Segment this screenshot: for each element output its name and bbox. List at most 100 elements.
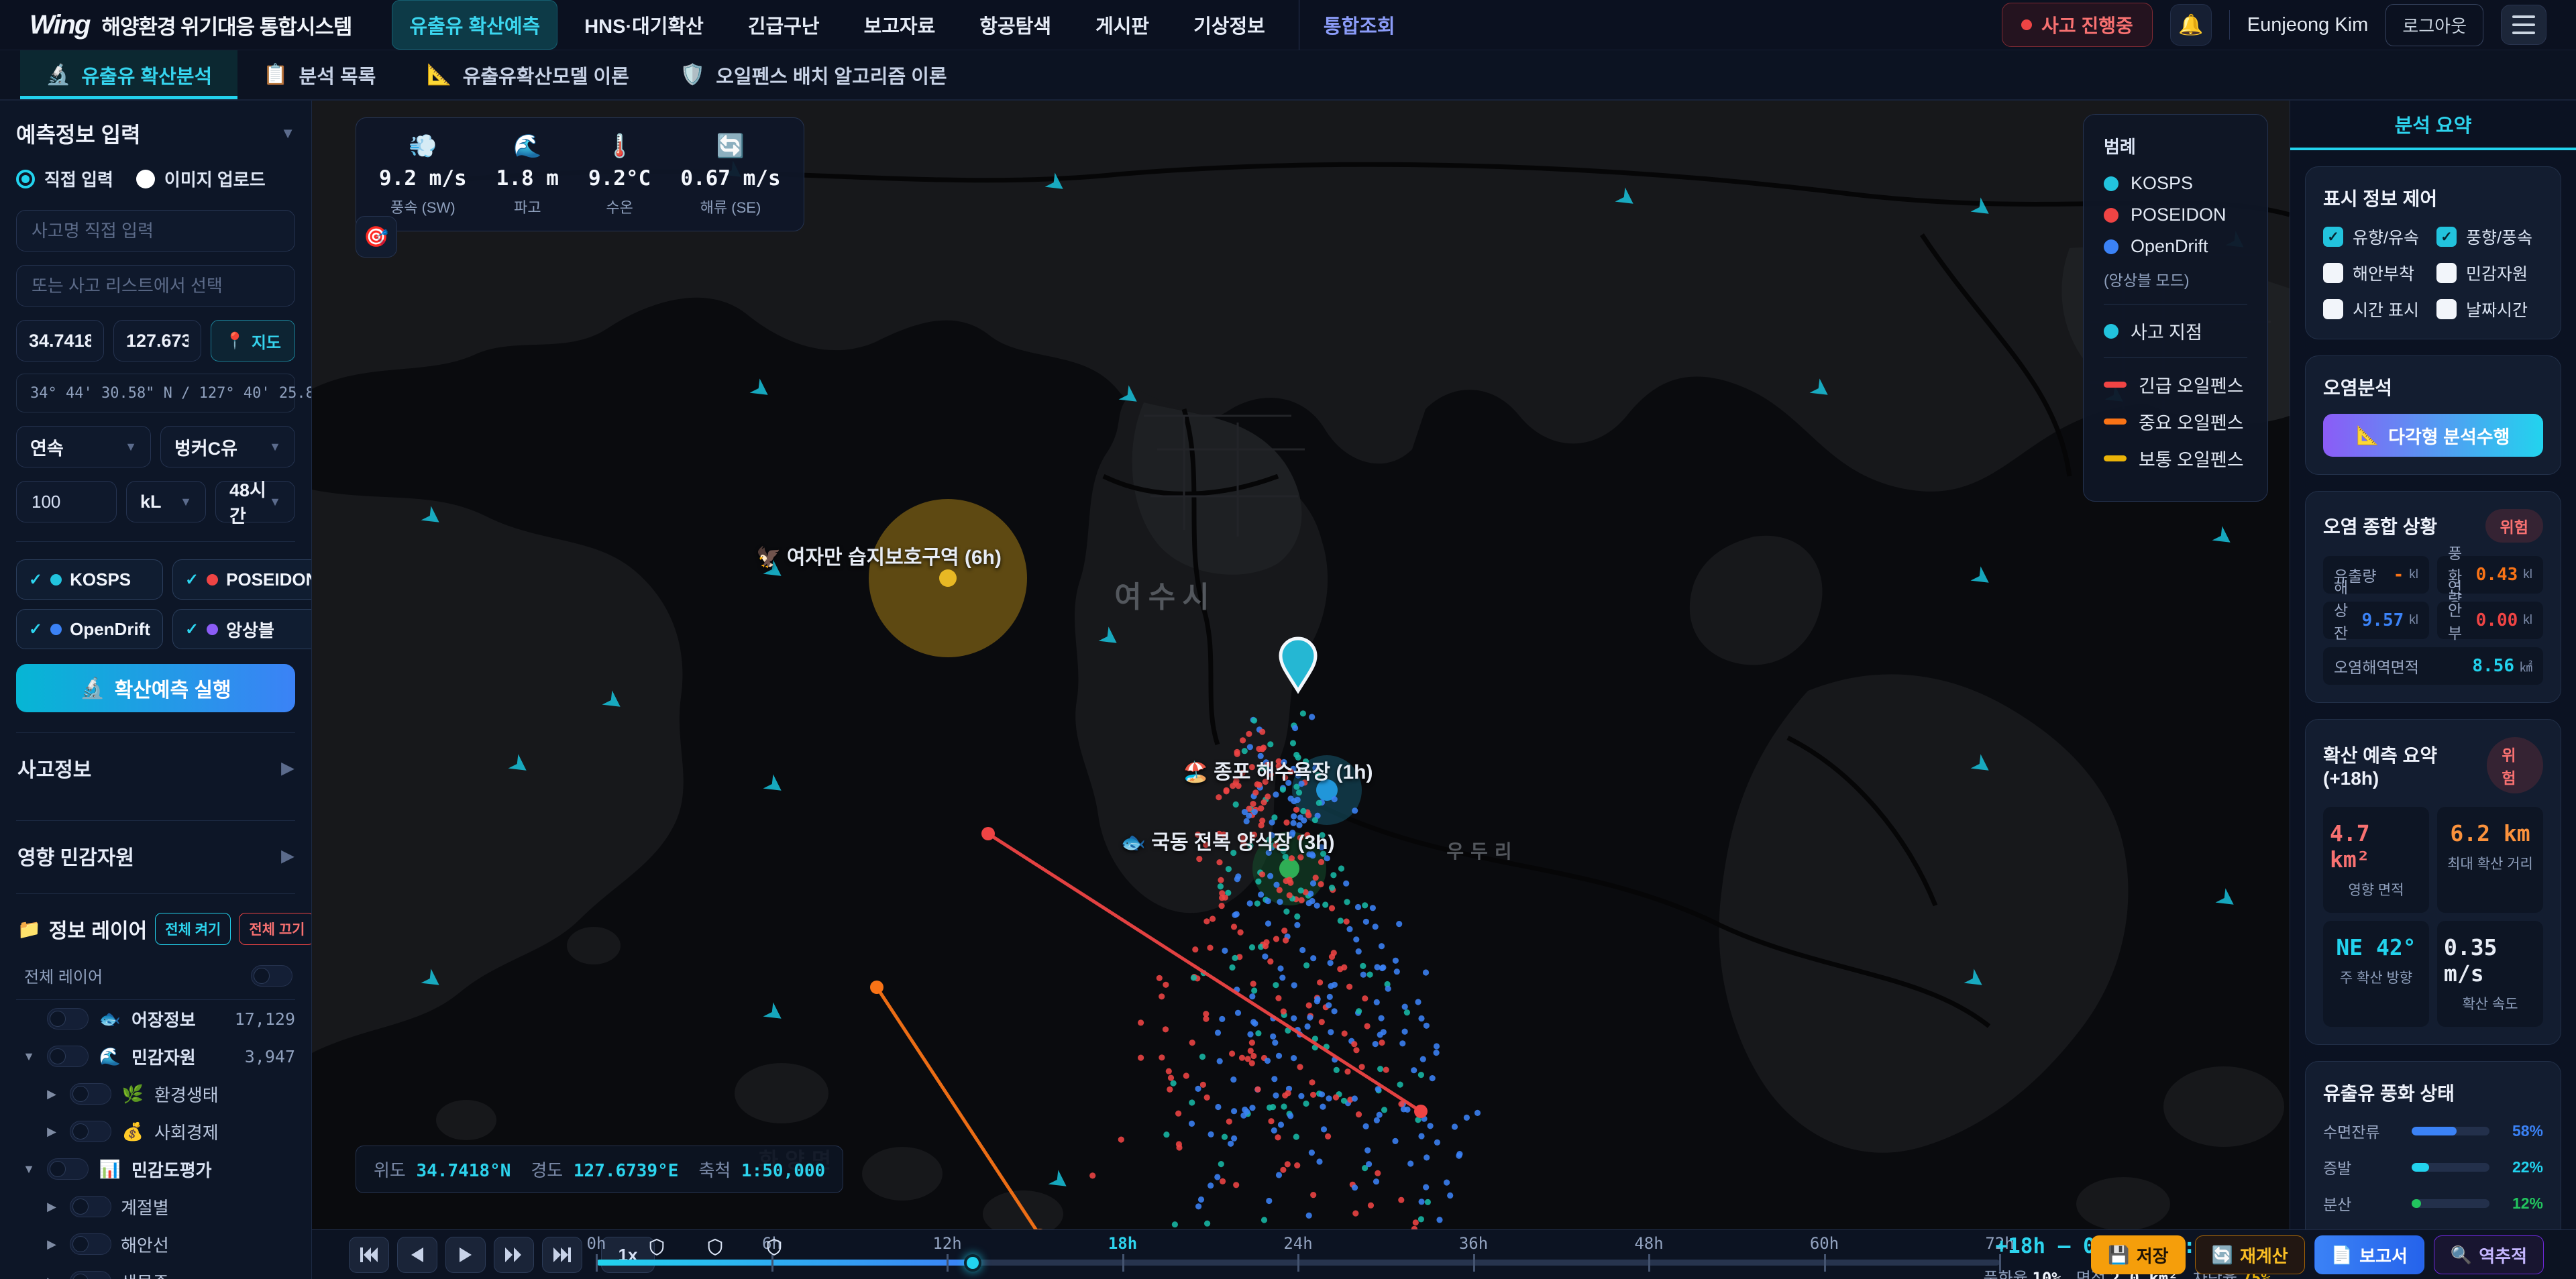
display-checkbox[interactable]: 날짜시간 xyxy=(2436,297,2543,321)
tab-active[interactable]: 🔬 유출유 확산분석 xyxy=(20,50,238,99)
play-button[interactable] xyxy=(445,1237,486,1273)
fast-forward-button[interactable] xyxy=(494,1237,534,1273)
folder-icon: 📁 xyxy=(17,918,41,940)
timeline-tick xyxy=(596,1254,598,1272)
layer-toggle[interactable] xyxy=(70,1196,111,1217)
tree-caret-icon[interactable]: ▶ xyxy=(43,1275,60,1279)
amount-input[interactable] xyxy=(16,481,117,522)
playback-speed-button[interactable]: 1x xyxy=(601,1237,655,1273)
radio-label: 이미지 업로드 xyxy=(164,170,266,190)
panel-tab-analysis-summary[interactable]: 분석 요약 xyxy=(2290,101,2576,150)
tree-caret-icon[interactable]: ▼ xyxy=(23,1049,35,1063)
duration-select[interactable]: 48시간 ▼ xyxy=(215,480,295,526)
tree-caret-icon[interactable]: ▶ xyxy=(47,1087,56,1101)
model-chip[interactable]: ✓ 앙상블 xyxy=(172,609,311,649)
layer-toggle[interactable] xyxy=(70,1233,111,1255)
pick-on-map-button[interactable]: 📍 지도 xyxy=(210,320,295,362)
layer-tree: 🐟 어장정보 17,129 ▼ 🌊 민감자원 3,947 ▶ 🌿 환경생태 ▶ … xyxy=(16,1000,295,1279)
radio-selected-icon xyxy=(16,169,35,188)
radio-label: 직접 입력 xyxy=(44,170,113,190)
tab-item[interactable]: 🛡️ 오일펜스 배치 알고리즘 이론 xyxy=(680,64,947,88)
accordion-section[interactable]: 영향 민감자원 ▶ xyxy=(16,820,295,891)
weather-icon: 🌡️ xyxy=(605,133,634,159)
checkbox-checked-icon: ✓ xyxy=(2323,227,2343,247)
time-slider[interactable]: 0h 6h 12h 18h 24h 36h 48h 60h 72h xyxy=(587,1230,2015,1279)
nav-item[interactable]: 긴급구난 xyxy=(747,16,820,38)
map-canvas[interactable]: 여수시화양면우두리🦅 여자만 습지보호구역 (6h)🏖️ 종포 해수욕장 (1h… xyxy=(312,101,2290,1229)
model-chip[interactable]: ✓ KOSPS xyxy=(16,559,163,600)
oil-type-select[interactable]: 벙커C유 ▼ xyxy=(160,426,295,467)
action-blue-button[interactable]: 📄 보고서 xyxy=(2314,1235,2424,1274)
fence-deploy-marker-icon xyxy=(767,1238,782,1259)
notifications-button[interactable]: 🔔 xyxy=(2169,4,2212,46)
all-layers-on-button[interactable]: 전체 켜기 xyxy=(155,913,231,945)
layer-row: ▶ 해안선 xyxy=(16,1225,295,1263)
spill-particles xyxy=(1089,710,1481,1229)
timeline-tick xyxy=(771,1254,773,1272)
logout-button[interactable]: 로그아웃 xyxy=(2385,3,2483,46)
display-checkbox[interactable]: 민감자원 xyxy=(2436,261,2543,285)
tab-icon: 📐 xyxy=(427,64,452,86)
nav-item[interactable]: 유출유 확산예측 xyxy=(392,0,558,50)
display-checkbox[interactable]: ✓ 풍향/풍속 xyxy=(2436,225,2543,249)
recenter-target-button[interactable]: 🎯 xyxy=(356,216,397,258)
display-checkbox[interactable]: 해안부착 xyxy=(2323,261,2430,285)
incident-list-input[interactable] xyxy=(16,265,295,307)
legend-dot-icon xyxy=(2104,176,2118,191)
layer-toggle[interactable] xyxy=(47,1046,89,1067)
nav-item[interactable]: 게시판 xyxy=(1095,16,1150,38)
display-checkbox[interactable]: ✓ 유향/유속 xyxy=(2323,225,2430,249)
nav-item[interactable]: 기상정보 xyxy=(1193,16,1265,38)
tree-caret-icon[interactable]: ▶ xyxy=(47,1124,56,1138)
microscope-icon: 🔬 xyxy=(80,677,105,700)
step-back-button[interactable] xyxy=(397,1237,437,1273)
oil-fence-lines xyxy=(870,827,1428,1229)
menu-button[interactable] xyxy=(2501,5,2546,45)
nav-item[interactable]: 통합조회 xyxy=(1298,0,1413,50)
model-color-dot xyxy=(50,573,62,586)
tree-caret-icon[interactable]: ▶ xyxy=(47,1199,56,1213)
chevron-right-icon: ▶ xyxy=(281,846,294,865)
tab-item[interactable]: 📐 유출유확산모델 이론 xyxy=(427,64,629,88)
action-purple-outline-button[interactable]: 🔍 역추적 xyxy=(2433,1235,2544,1274)
layers-header: 📁 정보 레이어 전체 켜기 전체 끄기 ▼ xyxy=(16,893,311,957)
prediction-input-header[interactable]: 예측정보 입력 ▼ xyxy=(16,118,295,149)
tab-icon: 🔬 xyxy=(46,64,71,86)
longitude-input[interactable] xyxy=(113,320,201,362)
tree-caret-icon[interactable]: ▼ xyxy=(23,1162,35,1176)
incident-name-input[interactable] xyxy=(16,210,295,252)
layer-toggle[interactable] xyxy=(47,1008,89,1030)
polygon-analysis-button[interactable]: 📐 다각형 분석수행 xyxy=(2323,414,2543,457)
nav-item[interactable]: 보고자료 xyxy=(863,16,936,38)
tree-caret-icon[interactable]: ▶ xyxy=(47,1237,56,1251)
tab-item[interactable]: 📋 분석 목록 xyxy=(263,64,376,88)
action-orange-button[interactable]: 💾 저장 xyxy=(2091,1235,2186,1274)
nav-item[interactable]: HNS·대기확산 xyxy=(584,16,704,38)
radio-direct-input[interactable]: 직접 입력 xyxy=(16,166,113,191)
model-chip[interactable]: ✓ POSEIDON xyxy=(172,559,311,600)
legend-dot-icon xyxy=(2104,239,2118,254)
radio-image-upload[interactable]: 이미지 업로드 xyxy=(136,166,266,191)
accordion-section[interactable]: 사고정보 ▶ xyxy=(16,732,295,803)
skip-back-button[interactable] xyxy=(349,1237,389,1273)
run-prediction-button[interactable]: 🔬 확산예측 실행 xyxy=(16,664,295,712)
all-layers-off-button[interactable]: 전체 끄기 xyxy=(239,913,311,945)
pollution-analysis-card: 오염분석 📐 다각형 분석수행 xyxy=(2305,355,2561,475)
skip-forward-button[interactable] xyxy=(542,1237,582,1273)
display-checkbox[interactable]: 시간 표시 xyxy=(2323,297,2430,321)
weathering-bar: 수면잔류 58% xyxy=(2323,1121,2543,1142)
latitude-input[interactable] xyxy=(16,320,104,362)
model-chip[interactable]: ✓ OpenDrift xyxy=(16,609,163,649)
layer-toggle[interactable] xyxy=(70,1083,111,1105)
layer-toggle[interactable] xyxy=(70,1271,111,1279)
layer-toggle[interactable] xyxy=(47,1158,89,1180)
spill-type-select[interactable]: 연속 ▼ xyxy=(16,426,151,467)
unit-select[interactable]: kL ▼ xyxy=(126,481,206,522)
all-layers-toggle[interactable] xyxy=(251,964,292,987)
nav-item[interactable]: 항공탐색 xyxy=(979,16,1052,38)
incident-pin[interactable] xyxy=(1279,636,1318,694)
timeline-thumb[interactable] xyxy=(964,1254,981,1272)
layer-toggle[interactable] xyxy=(70,1121,111,1142)
action-orange-outline-button[interactable]: 🔄 재계산 xyxy=(2194,1235,2305,1274)
